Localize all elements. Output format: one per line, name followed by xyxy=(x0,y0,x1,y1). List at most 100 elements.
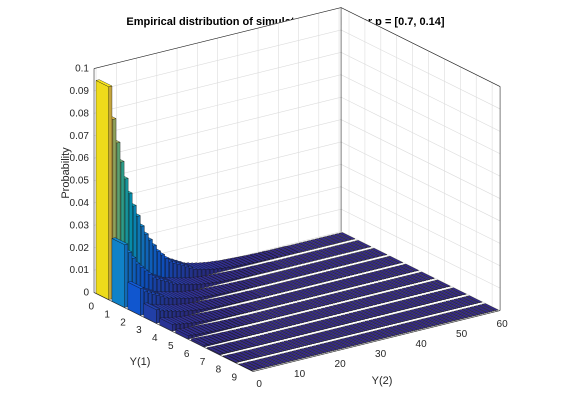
bar-x2-y55 xyxy=(350,253,367,261)
bar-face-top xyxy=(256,299,273,308)
bar-face-top xyxy=(350,253,367,261)
bar-x1-y60 xyxy=(354,240,372,248)
bar-x7-y6 xyxy=(231,341,248,350)
bar-face-side xyxy=(95,80,109,300)
bar-x3-y55 xyxy=(366,260,383,269)
bar-face-top xyxy=(385,303,402,312)
bar-x4-y23 xyxy=(252,300,269,309)
bar-face-top xyxy=(288,303,306,312)
bar-x3-y58 xyxy=(378,257,395,266)
bar-x4-y39 xyxy=(317,284,334,293)
bar-x6-y19 xyxy=(268,320,285,329)
bar-face-top xyxy=(406,274,423,283)
bar-x9-y0 xyxy=(238,363,256,371)
bar-face-top xyxy=(248,289,266,298)
bar-x9-y58 xyxy=(473,305,491,313)
bar-face-top xyxy=(223,343,240,351)
bar-face-top xyxy=(398,264,415,273)
bar-x5-y17 xyxy=(244,314,261,323)
bar-x5-y0 xyxy=(175,328,192,340)
bar-face-top xyxy=(446,288,463,297)
y-tick-50: 50 xyxy=(456,329,468,340)
y-axis-label: Y(2) xyxy=(372,375,393,387)
bar-x0-y51 xyxy=(302,241,319,249)
bar-face-top xyxy=(361,273,379,282)
bar-x7-y24 xyxy=(304,323,321,332)
z-tick-4: 0.04 xyxy=(70,198,90,209)
bar-x4-y57 xyxy=(390,266,407,275)
bar-x4-y22 xyxy=(248,301,265,310)
bar-x7-y27 xyxy=(316,320,333,329)
bar-face-top xyxy=(333,292,350,301)
bar-x8-y31 xyxy=(348,324,365,332)
bar-face-top xyxy=(286,245,303,253)
bar-face-top xyxy=(263,357,280,365)
bar-face-top xyxy=(268,296,286,305)
bar-face-top xyxy=(293,267,311,275)
bar-face-top xyxy=(328,317,345,326)
bar-x8-y11 xyxy=(267,344,284,352)
bar-x8-y10 xyxy=(263,345,280,353)
bar-face-top xyxy=(326,259,343,267)
x-tick-3: 3 xyxy=(136,325,142,336)
bar-face-top xyxy=(255,347,272,355)
bar-face-top xyxy=(330,234,348,242)
bar-x6-y10 xyxy=(231,329,249,338)
bar-face-top xyxy=(303,347,321,355)
bar-face-top xyxy=(394,265,411,274)
bar-x4-y60 xyxy=(402,263,419,272)
bar-x6-y21 xyxy=(276,318,293,327)
bar-face-top xyxy=(301,288,318,297)
bar-face-top xyxy=(313,262,331,270)
bar-face-top xyxy=(313,285,330,294)
bar-face-top xyxy=(322,260,339,268)
bar-face-top xyxy=(352,311,370,320)
bar-face-top xyxy=(323,342,341,350)
bar-x9-y60 xyxy=(481,303,499,311)
bar-face-top xyxy=(308,322,325,331)
bar-face-top xyxy=(409,285,427,294)
bar-face-top xyxy=(345,289,362,298)
bar-face-top xyxy=(336,339,353,347)
bar-x6-y14 xyxy=(247,325,265,334)
bar-face-top xyxy=(317,261,335,269)
bar-x8-y47 xyxy=(413,308,430,316)
bar-face-top xyxy=(203,335,220,344)
bar-x0-y60 xyxy=(338,232,356,240)
bar-x6-y30 xyxy=(312,309,330,318)
bar-x3-y44 xyxy=(321,271,339,280)
bar-x8-y19 xyxy=(299,336,317,344)
bar-x8-y20 xyxy=(304,335,321,343)
bar-x3-y33 xyxy=(277,282,294,291)
bar-x4-y19 xyxy=(236,304,253,313)
bar-face-top xyxy=(207,334,224,343)
bar-face-top xyxy=(344,325,361,333)
bar-x1-y34 xyxy=(249,265,266,274)
bar-face-top xyxy=(227,354,244,362)
bar-x0-y53 xyxy=(310,239,327,247)
bar-x3-y36 xyxy=(289,279,306,288)
bar-x5-y36 xyxy=(321,295,338,304)
bar-x5-y33 xyxy=(308,298,326,307)
bar-face-top xyxy=(273,272,290,280)
bar-x6-y41 xyxy=(357,298,374,307)
bar-x9-y24 xyxy=(336,339,353,347)
bar-x4-y44 xyxy=(337,279,354,288)
bar-face-top xyxy=(300,312,317,321)
bar-face-top xyxy=(285,269,302,277)
bar-face-top xyxy=(321,283,338,292)
bar-face-top xyxy=(330,258,347,266)
bar-face-top xyxy=(348,324,365,332)
bar-face-top xyxy=(273,260,291,268)
bar-face-top xyxy=(309,263,327,271)
bar-face-top xyxy=(238,363,256,371)
bar-x7-y25 xyxy=(308,322,325,331)
bar-face-top xyxy=(378,269,395,278)
bar-face-top xyxy=(357,274,375,283)
bar-face-top xyxy=(353,275,371,284)
bar-face-top xyxy=(328,341,345,349)
bar-x7-y23 xyxy=(300,324,317,333)
bar-x2-y43 xyxy=(301,265,319,273)
bar-face-top xyxy=(279,341,297,349)
